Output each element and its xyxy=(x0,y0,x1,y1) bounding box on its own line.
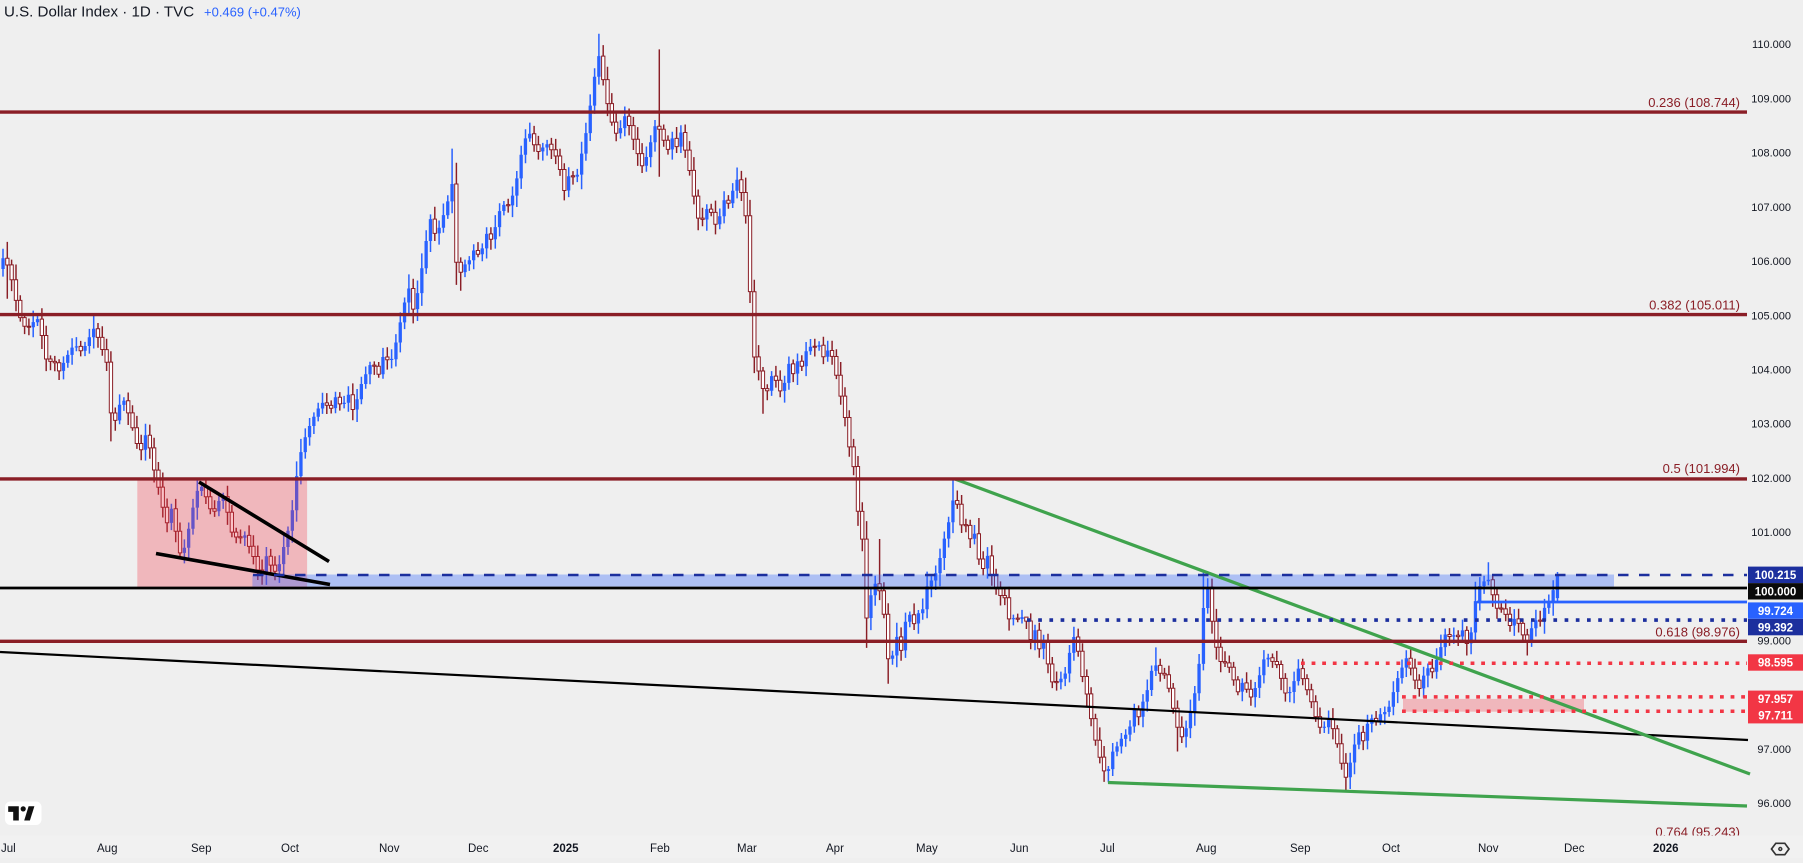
svg-text:109.000: 109.000 xyxy=(1751,93,1791,105)
svg-text:Feb: Feb xyxy=(650,843,670,855)
svg-text:103.000: 103.000 xyxy=(1751,419,1791,431)
svg-text:97.000: 97.000 xyxy=(1757,744,1791,756)
svg-text:Jun: Jun xyxy=(1010,843,1029,855)
svg-text:0.236 (108.744): 0.236 (108.744) xyxy=(1648,95,1740,110)
svg-text:106.000: 106.000 xyxy=(1751,256,1791,268)
svg-text:2025: 2025 xyxy=(553,843,579,855)
svg-text:97.957: 97.957 xyxy=(1758,694,1793,706)
svg-text:Aug: Aug xyxy=(97,843,117,855)
svg-text:107.000: 107.000 xyxy=(1751,202,1791,214)
svg-text:97.711: 97.711 xyxy=(1758,710,1793,722)
svg-text:Apr: Apr xyxy=(826,843,844,855)
svg-text:Aug: Aug xyxy=(1196,843,1216,855)
svg-text:99.392: 99.392 xyxy=(1758,622,1793,634)
svg-text:99.724: 99.724 xyxy=(1758,606,1794,618)
svg-text:Jul: Jul xyxy=(1100,843,1115,855)
svg-text:110.000: 110.000 xyxy=(1752,39,1791,51)
svg-text:104.000: 104.000 xyxy=(1751,365,1791,377)
svg-text:101.000: 101.000 xyxy=(1751,527,1791,539)
svg-text:99.000: 99.000 xyxy=(1757,636,1791,648)
svg-text:0.382 (105.011): 0.382 (105.011) xyxy=(1649,298,1740,313)
svg-text:2026: 2026 xyxy=(1653,843,1679,855)
svg-text:Oct: Oct xyxy=(1382,843,1401,855)
svg-text:102.000: 102.000 xyxy=(1751,473,1791,485)
svg-text:Mar: Mar xyxy=(737,843,757,855)
svg-text:Nov: Nov xyxy=(1478,843,1499,855)
svg-text:98.595: 98.595 xyxy=(1758,658,1794,670)
svg-text:100.215: 100.215 xyxy=(1755,570,1797,582)
svg-text:96.000: 96.000 xyxy=(1757,798,1791,810)
svg-text:Jul: Jul xyxy=(1,843,16,855)
svg-text:Oct: Oct xyxy=(281,843,300,855)
svg-text:Sep: Sep xyxy=(1290,843,1310,855)
svg-text:105.000: 105.000 xyxy=(1751,310,1791,322)
svg-text:0.618 (98.976): 0.618 (98.976) xyxy=(1655,625,1740,640)
svg-text:100.000: 100.000 xyxy=(1755,587,1797,599)
svg-text:Dec: Dec xyxy=(1564,843,1585,855)
svg-text:108.000: 108.000 xyxy=(1751,148,1791,160)
svg-text:May: May xyxy=(916,843,938,855)
svg-text:Dec: Dec xyxy=(468,843,489,855)
svg-text:Sep: Sep xyxy=(191,843,211,855)
svg-text:+0.469 (+0.47%): +0.469 (+0.47%) xyxy=(204,5,301,20)
svg-text:Nov: Nov xyxy=(379,843,400,855)
svg-text:0.5 (101.994): 0.5 (101.994) xyxy=(1663,461,1740,476)
svg-text:U.S. Dollar Index · 1D · TVC: U.S. Dollar Index · 1D · TVC xyxy=(4,4,194,21)
